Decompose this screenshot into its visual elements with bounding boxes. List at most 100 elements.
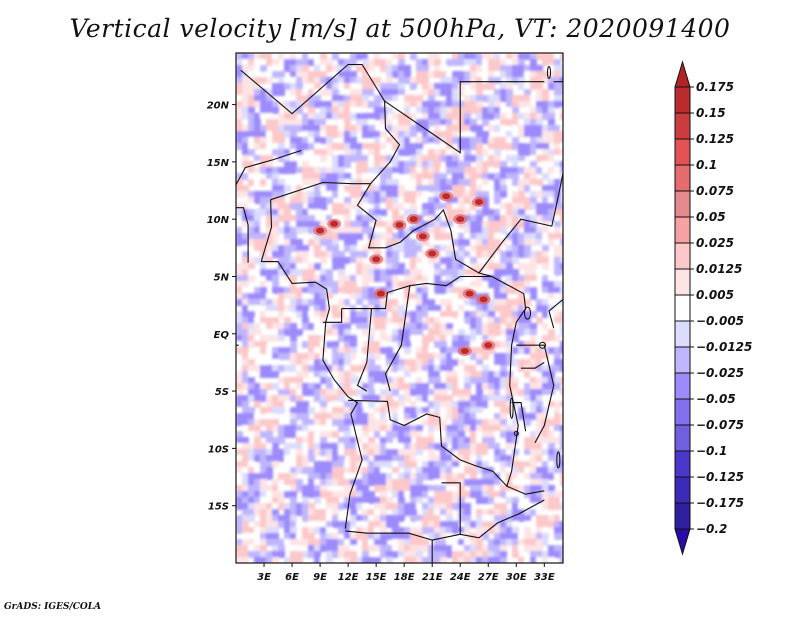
field-cell [458,317,465,324]
field-cell [518,95,525,102]
field-cell [560,107,563,114]
field-cell [524,53,531,60]
field-cell [416,185,423,192]
field-cell [350,449,357,456]
field-cell [530,77,537,84]
field-cell [542,239,549,246]
field-cell [410,161,417,168]
field-cell [488,437,495,444]
field-cell [416,227,423,234]
field-cell [518,245,525,252]
field-cell [350,455,357,462]
field-cell [488,425,495,432]
field-cell [260,89,267,96]
field-cell [254,65,261,72]
field-cell [410,221,417,228]
field-cell [296,59,303,66]
field-cell [362,251,369,258]
field-cell [506,311,513,318]
field-cell [350,347,357,354]
field-cell [446,503,453,510]
field-cell [506,467,513,474]
field-cell [278,197,285,204]
field-cell [296,143,303,150]
field-cell [392,461,399,468]
field-cell [272,125,279,132]
field-cell [440,335,447,342]
field-cell [470,317,477,324]
field-cell [308,323,315,330]
field-cell [422,113,429,120]
colorbar-swatch [674,242,691,270]
field-cell [356,365,363,372]
field-cell [458,365,465,372]
field-cell [410,527,417,534]
field-cell [488,209,495,216]
field-cell [308,77,315,84]
field-cell [392,281,399,288]
field-cell [386,365,393,372]
field-cell [314,143,321,150]
field-cell [464,521,471,528]
field-cell [260,323,267,330]
field-cell [278,203,285,210]
field-cell [242,533,249,540]
field-cell [362,539,369,546]
field-cell [548,383,555,390]
field-cell [458,413,465,420]
field-cell [512,77,519,84]
field-cell [476,143,483,150]
field-cell [266,305,273,312]
field-cell [428,161,435,168]
field-cell [404,167,411,174]
field-cell [560,521,563,528]
field-cell [356,557,363,563]
field-cell [464,299,471,306]
field-cell [434,149,441,156]
field-cell [386,107,393,114]
field-cell [500,491,507,498]
ascent-core [428,250,437,257]
field-cell [554,239,561,246]
field-cell [542,77,549,84]
field-cell [428,329,435,336]
field-cell [500,533,507,540]
field-cell [314,119,321,126]
field-cell [314,395,321,402]
field-cell [308,473,315,480]
field-cell [470,71,477,78]
field-cell [398,281,405,288]
field-cell [326,551,333,558]
field-cell [422,137,429,144]
field-cell [386,89,393,96]
field-cell [272,527,279,534]
field-cell [404,503,411,510]
field-cell [494,413,501,420]
field-cell [458,335,465,342]
field-cell [458,437,465,444]
field-cell [464,107,471,114]
field-cell [506,263,513,270]
field-cell [266,407,273,414]
field-cell [332,551,339,558]
field-cell [500,257,507,264]
field-cell [470,203,477,210]
field-cell [428,365,435,372]
field-cell [518,125,525,132]
field-cell [554,269,561,276]
field-cell [494,263,501,270]
field-cell [320,77,327,84]
field-cell [446,431,453,438]
field-cell [254,233,261,240]
field-cell [440,137,447,144]
field-cell [512,143,519,150]
field-cell [506,515,513,522]
field-cell [560,443,563,450]
field-cell [290,221,297,228]
field-cell [434,371,441,378]
field-cell [464,503,471,510]
field-cell [380,389,387,396]
field-cell [494,425,501,432]
field-cell [554,167,561,174]
field-cell [368,329,375,336]
